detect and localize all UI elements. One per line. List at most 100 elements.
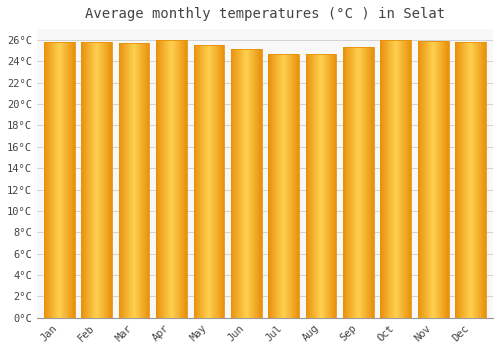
Bar xyxy=(104,42,105,318)
Bar xyxy=(393,40,394,318)
Bar xyxy=(163,40,164,318)
Bar xyxy=(317,54,318,318)
Bar xyxy=(201,45,202,318)
Bar xyxy=(219,45,220,318)
Bar xyxy=(135,43,136,318)
Bar xyxy=(234,49,236,318)
Bar xyxy=(210,45,211,318)
Bar xyxy=(466,42,467,318)
Bar xyxy=(406,40,408,318)
Bar xyxy=(391,40,392,318)
Bar xyxy=(216,45,218,318)
Bar xyxy=(401,40,402,318)
Bar xyxy=(335,54,336,318)
Bar xyxy=(366,47,367,318)
Bar xyxy=(64,42,66,318)
Bar xyxy=(231,49,232,318)
Bar xyxy=(482,42,483,318)
Bar xyxy=(184,40,185,318)
Bar xyxy=(48,42,50,318)
Bar xyxy=(312,54,314,318)
Bar xyxy=(160,40,162,318)
Bar xyxy=(86,42,88,318)
Bar xyxy=(315,54,316,318)
Bar xyxy=(90,42,92,318)
Bar xyxy=(367,47,368,318)
Bar xyxy=(464,42,466,318)
Bar xyxy=(142,43,143,318)
Bar xyxy=(440,41,441,318)
Bar xyxy=(240,49,241,318)
Bar xyxy=(330,54,331,318)
Bar xyxy=(102,42,103,318)
Bar xyxy=(231,49,262,318)
Bar xyxy=(92,42,93,318)
Bar xyxy=(456,42,486,318)
Bar xyxy=(177,40,178,318)
Bar xyxy=(344,47,346,318)
Bar xyxy=(273,54,274,318)
Bar xyxy=(173,40,174,318)
Bar xyxy=(430,41,431,318)
Bar xyxy=(388,40,389,318)
Bar xyxy=(200,45,201,318)
Bar xyxy=(73,42,74,318)
Bar xyxy=(66,42,67,318)
Bar xyxy=(202,45,203,318)
Bar xyxy=(169,40,170,318)
Bar xyxy=(272,54,273,318)
Bar xyxy=(307,54,308,318)
Bar xyxy=(237,49,238,318)
Bar xyxy=(289,54,290,318)
Bar xyxy=(118,43,150,318)
Bar xyxy=(241,49,242,318)
Bar xyxy=(111,42,112,318)
Bar xyxy=(284,54,285,318)
Bar xyxy=(382,40,383,318)
Bar xyxy=(118,43,120,318)
Bar xyxy=(456,42,457,318)
Bar xyxy=(253,49,254,318)
Bar xyxy=(143,43,144,318)
Bar xyxy=(369,47,370,318)
Bar xyxy=(316,54,317,318)
Bar xyxy=(443,41,444,318)
Bar xyxy=(346,47,347,318)
Bar xyxy=(426,41,427,318)
Bar xyxy=(144,43,145,318)
Bar xyxy=(386,40,388,318)
Bar xyxy=(314,54,315,318)
Bar xyxy=(44,42,74,318)
Bar xyxy=(51,42,52,318)
Bar xyxy=(360,47,362,318)
Bar xyxy=(53,42,54,318)
Bar xyxy=(380,40,411,318)
Bar xyxy=(306,54,307,318)
Bar xyxy=(254,49,256,318)
Bar xyxy=(383,40,384,318)
Bar xyxy=(250,49,251,318)
Bar xyxy=(182,40,183,318)
Bar xyxy=(460,42,462,318)
Bar xyxy=(218,45,219,318)
Bar xyxy=(484,42,485,318)
Bar xyxy=(138,43,140,318)
Bar xyxy=(63,42,64,318)
Bar xyxy=(236,49,237,318)
Bar xyxy=(282,54,283,318)
Bar xyxy=(276,54,278,318)
Bar xyxy=(157,40,158,318)
Bar xyxy=(185,40,186,318)
Bar xyxy=(121,43,122,318)
Bar xyxy=(136,43,137,318)
Bar xyxy=(269,54,270,318)
Bar xyxy=(208,45,209,318)
Bar xyxy=(459,42,460,318)
Bar xyxy=(368,47,369,318)
Bar xyxy=(159,40,160,318)
Bar xyxy=(195,45,196,318)
Bar xyxy=(248,49,250,318)
Bar xyxy=(275,54,276,318)
Bar xyxy=(196,45,198,318)
Bar xyxy=(343,47,344,318)
